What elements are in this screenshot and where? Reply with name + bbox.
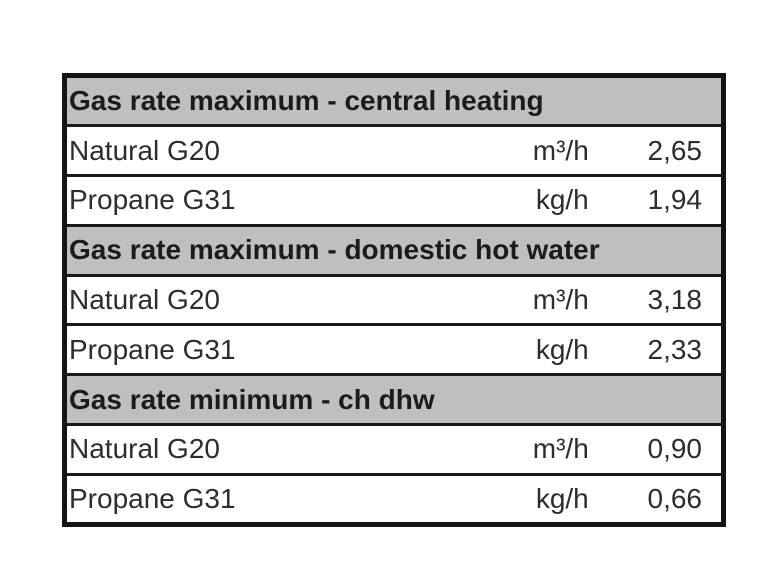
unit-label: m³/h [457, 124, 589, 176]
gas-rate-spec-table: Gas rate maximum - central heating Natur… [67, 78, 721, 522]
gas-type-label: Natural G20 [67, 273, 458, 325]
unit-label: m³/h [457, 273, 589, 325]
unit-label: kg/h [457, 173, 589, 226]
gas-type-label: Natural G20 [67, 124, 458, 176]
rate-value: 2,33 [588, 323, 721, 375]
unit-label: m³/h [457, 422, 589, 475]
table-row: Natural G20 m³/h 3,18 [67, 273, 721, 325]
gas-type-label: Natural G20 [67, 422, 458, 475]
gas-type-label: Propane G31 [67, 472, 458, 522]
unit-label: kg/h [457, 472, 589, 522]
gas-rate-table: Gas rate maximum - central heating Natur… [62, 73, 726, 527]
section-header-row-ch-max: Gas rate maximum - central heating [67, 78, 721, 126]
section-header-row-dhw-max: Gas rate maximum - domestic hot water [67, 223, 721, 276]
table-row: Natural G20 m³/h 0,90 [67, 422, 721, 475]
section-header-title: Gas rate maximum - domestic hot water [67, 223, 721, 276]
section-header-title: Gas rate maximum - central heating [67, 78, 721, 126]
rate-value: 1,94 [588, 173, 721, 226]
rate-value: 2,65 [588, 124, 721, 176]
rate-value: 0,90 [588, 422, 721, 475]
table-row: Propane G31 kg/h 0,66 [67, 472, 721, 522]
gas-type-label: Propane G31 [67, 323, 458, 375]
section-header-title: Gas rate minimum - ch dhw [67, 373, 721, 425]
unit-label: kg/h [457, 323, 589, 375]
gas-type-label: Propane G31 [67, 173, 458, 226]
table-row: Propane G31 kg/h 2,33 [67, 323, 721, 375]
section-header-row-min: Gas rate minimum - ch dhw [67, 373, 721, 425]
rate-value: 3,18 [588, 273, 721, 325]
table-row: Propane G31 kg/h 1,94 [67, 173, 721, 226]
table-row: Natural G20 m³/h 2,65 [67, 124, 721, 176]
rate-value: 0,66 [588, 472, 721, 522]
